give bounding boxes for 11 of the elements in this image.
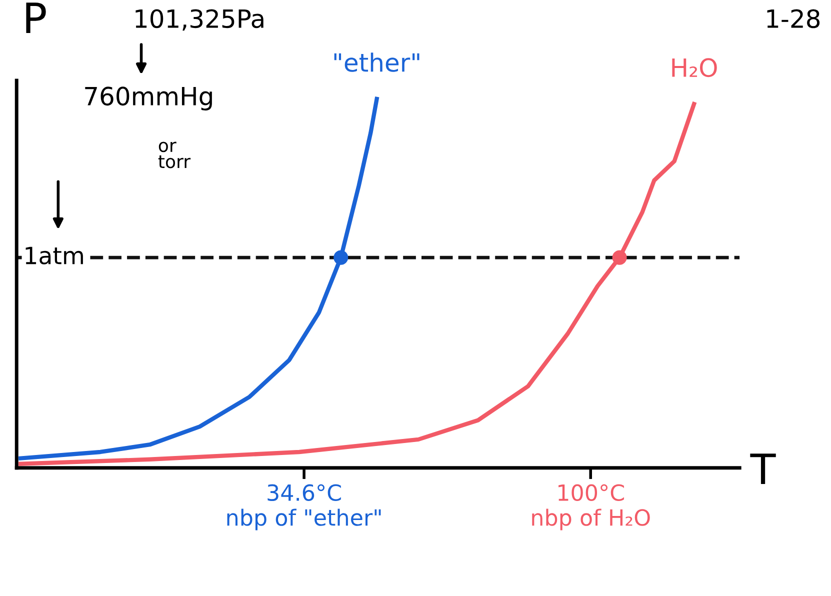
x-axis-title: T: [750, 454, 776, 484]
x-tick-label: 100°C nbp of H₂O: [532, 484, 650, 530]
annotation: 760mmHg: [85, 86, 212, 110]
series-label: "ether": [334, 52, 420, 72]
text: 101,325Pa: [136, 9, 264, 31]
annotation: or torr: [158, 142, 191, 168]
ref-line-label: 1atm: [26, 246, 83, 264]
x-tick-label: 34.6°C nbp of "ether": [227, 484, 381, 530]
text: 1-28: [767, 9, 820, 28]
series-label: H₂O: [672, 58, 717, 78]
y-axis-title: P: [26, 2, 46, 34]
